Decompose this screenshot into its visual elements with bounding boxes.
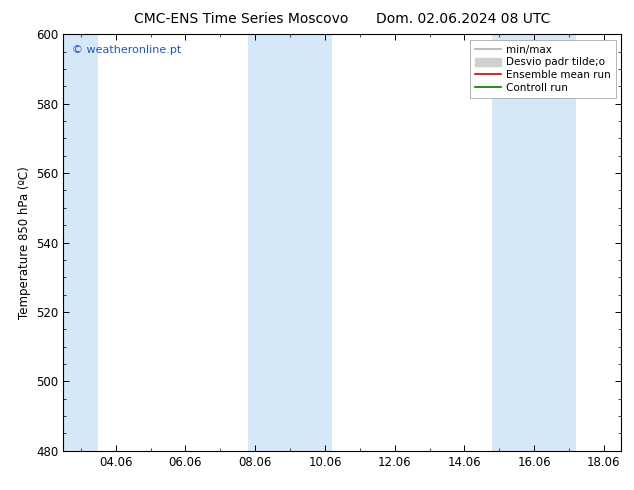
- Text: CMC-ENS Time Series Moscovo: CMC-ENS Time Series Moscovo: [134, 12, 348, 26]
- Bar: [249, 34, 332, 451]
- Y-axis label: Temperature 850 hPa (ºC): Temperature 850 hPa (ºC): [18, 166, 30, 319]
- Text: © weatheronline.pt: © weatheronline.pt: [72, 45, 181, 55]
- Legend: min/max, Desvio padr tilde;o, Ensemble mean run, Controll run: min/max, Desvio padr tilde;o, Ensemble m…: [470, 40, 616, 98]
- Bar: [493, 34, 576, 451]
- Bar: [63, 34, 98, 451]
- Text: Dom. 02.06.2024 08 UTC: Dom. 02.06.2024 08 UTC: [375, 12, 550, 26]
